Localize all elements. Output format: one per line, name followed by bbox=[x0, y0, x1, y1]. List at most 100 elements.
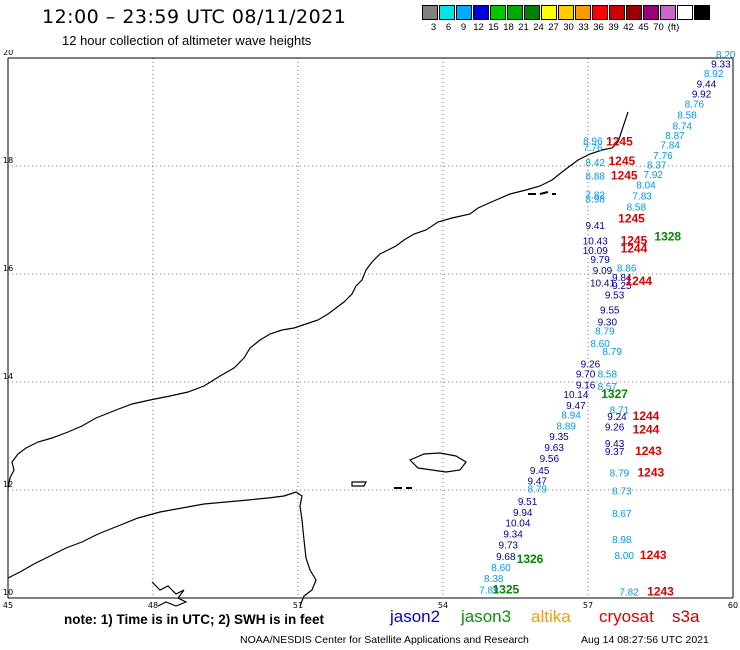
pass-time-label: 1244 bbox=[633, 409, 660, 423]
scale-swatch bbox=[490, 5, 506, 20]
wave-height-value: 9.16 bbox=[576, 380, 596, 391]
abd-al-kuri-island bbox=[351, 481, 367, 487]
wave-height-value: 7.92 bbox=[644, 170, 664, 181]
wave-height-value: 8.79 bbox=[528, 485, 548, 496]
scale-swatch bbox=[507, 5, 523, 20]
color-scale bbox=[422, 5, 711, 20]
wave-height-value: 10.09 bbox=[583, 246, 608, 257]
wave-height-value: 9.44 bbox=[697, 80, 717, 91]
scale-label: 12 bbox=[473, 22, 484, 33]
scale-swatch bbox=[558, 5, 574, 20]
wave-height-value: 8.79 bbox=[602, 347, 622, 358]
scale-label: 30 bbox=[563, 22, 574, 33]
wave-height-value: 8.60 bbox=[491, 563, 511, 574]
wave-height-value: 9.45 bbox=[530, 466, 550, 477]
wave-height-value: 8.94 bbox=[561, 411, 581, 422]
wave-height-value: 8.74 bbox=[673, 121, 693, 132]
scale-label: 33 bbox=[578, 22, 589, 33]
pass-time-label: 1245 bbox=[621, 233, 648, 247]
wave-height-value: 9.41 bbox=[586, 221, 606, 232]
wave-height-value: 9.68 bbox=[496, 552, 516, 563]
scale-label: 18 bbox=[503, 22, 514, 33]
scale-swatch bbox=[592, 5, 608, 20]
wave-height-value: 8.76 bbox=[685, 100, 705, 111]
wave-height-value: 8.57 bbox=[598, 382, 618, 393]
wave-height-value: 9.43 bbox=[605, 439, 625, 450]
wave-height-value: 7.82 bbox=[619, 587, 639, 598]
wave-height-value: 8.73 bbox=[612, 486, 632, 497]
wave-height-value: 10.04 bbox=[505, 519, 530, 530]
legend-s3a: s3a bbox=[672, 607, 700, 626]
generation-timestamp: Aug 14 08:27:56 UTC 2021 bbox=[581, 634, 709, 646]
wave-height-value: 9.92 bbox=[692, 89, 712, 100]
page-title: 12:00 – 23:59 UTC 08/11/2021 bbox=[42, 6, 347, 28]
scale-label: 42 bbox=[623, 22, 634, 33]
arabian-coast bbox=[7, 111, 629, 489]
wave-height-value: 10.41 bbox=[590, 278, 615, 289]
wave-height-value: 9.09 bbox=[593, 266, 613, 277]
altimeter-observations: 8.209.338.929.449.928.768.588.748.877.84… bbox=[479, 50, 736, 598]
scale-swatch bbox=[626, 5, 642, 20]
scale-swatch bbox=[422, 5, 438, 20]
wave-height-value: 8.04 bbox=[636, 181, 656, 192]
pass-time-label: 1245 bbox=[611, 169, 638, 183]
pass-time-label: 1244 bbox=[633, 422, 660, 436]
wave-height-value: 8.20 bbox=[716, 50, 736, 61]
pass-time-label: 1243 bbox=[635, 444, 662, 458]
pass-time-label: 1327 bbox=[601, 387, 628, 401]
wave-height-value: 8.89 bbox=[557, 422, 577, 433]
x-tick-label: 48 bbox=[148, 601, 158, 610]
scale-swatch bbox=[456, 5, 472, 20]
scale-label: 70 bbox=[653, 22, 664, 33]
wave-height-value: 9.63 bbox=[544, 443, 564, 454]
wave-height-value: 9.47 bbox=[528, 477, 548, 488]
wave-height-value: 9.47 bbox=[566, 401, 586, 412]
wave-height-value: 9.73 bbox=[499, 540, 519, 551]
wave-height-value: 8.58 bbox=[598, 370, 618, 381]
wave-height-value: 9.25 bbox=[612, 281, 632, 292]
wave-height-value: 7.76 bbox=[653, 151, 673, 162]
y-tick-label: 20 bbox=[3, 50, 13, 57]
legend-jason3: jason3 bbox=[461, 607, 512, 626]
scale-label: 39 bbox=[608, 22, 619, 33]
wave-height-value: 9.26 bbox=[581, 359, 601, 370]
scale-swatch bbox=[660, 5, 676, 20]
scale-swatch bbox=[541, 5, 557, 20]
wave-height-value: 10.14 bbox=[563, 390, 588, 401]
page-subtitle: 12 hour collection of altimeter wave hei… bbox=[62, 33, 312, 48]
wave-height-value: 9.56 bbox=[540, 454, 560, 465]
wave-height-value: 8.00 bbox=[615, 551, 635, 562]
wave-height-value: 9.30 bbox=[598, 317, 618, 328]
horn-coast-detail bbox=[151, 581, 188, 607]
y-tick-label: 18 bbox=[3, 156, 13, 165]
wave-height-value: 7.76 bbox=[583, 143, 603, 154]
scale-label: 3 bbox=[430, 22, 437, 33]
y-tick-label: 16 bbox=[3, 264, 13, 273]
legend-cryosat: cryosat bbox=[599, 607, 654, 626]
wave-height-value: 8.92 bbox=[704, 69, 724, 80]
wave-height-value: 8.71 bbox=[610, 405, 630, 416]
wave-height-value: 8.96 bbox=[583, 136, 603, 147]
pass-time-label: 1245 bbox=[618, 212, 645, 226]
scale-swatch bbox=[677, 5, 693, 20]
wave-height-value: 8.79 bbox=[595, 326, 615, 337]
pass-time-label: 1244 bbox=[625, 274, 652, 288]
wave-height-value: 8.37 bbox=[647, 161, 667, 172]
wave-height-value: 8.98 bbox=[612, 535, 632, 546]
wave-height-value: 8.98 bbox=[586, 195, 606, 206]
pass-time-label: 1325 bbox=[492, 583, 519, 597]
wave-height-value: 7.83 bbox=[632, 191, 652, 202]
wave-height-value: 7.89 bbox=[479, 586, 499, 597]
legend-altika: altika bbox=[531, 607, 571, 626]
wave-height-value: 8.38 bbox=[484, 574, 504, 585]
wave-height-value: 7.84 bbox=[660, 141, 680, 152]
wave-height-value: 8.87 bbox=[665, 131, 685, 142]
scale-swatch bbox=[643, 5, 659, 20]
x-tick-label: 57 bbox=[583, 601, 593, 610]
wave-height-value: 8.58 bbox=[677, 110, 697, 121]
socotra-island bbox=[408, 452, 467, 473]
y-tick-label: 10 bbox=[3, 588, 13, 597]
wave-height-value: 9.94 bbox=[513, 508, 533, 519]
pass-time-label: 1243 bbox=[637, 466, 664, 480]
